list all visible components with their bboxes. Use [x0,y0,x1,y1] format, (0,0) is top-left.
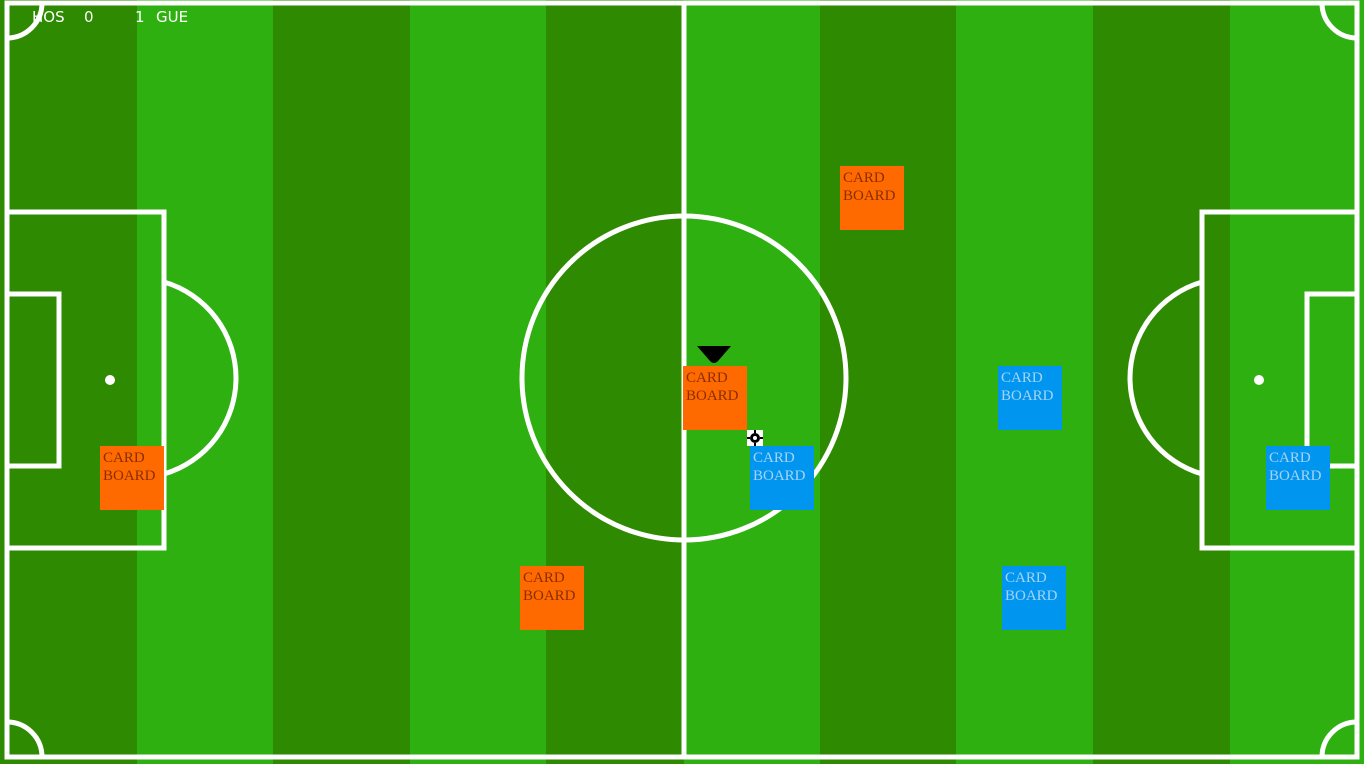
grass-stripe [273,0,410,764]
guest-player-card[interactable]: CARD BOARD [750,446,814,510]
right-goal-area [1304,291,1360,469]
player-label-line1: CARD [1269,450,1311,466]
grass-stripe [1230,0,1364,764]
guest-player-card[interactable]: CARD BOARD [1002,566,1066,630]
grass-stripe [1093,0,1230,764]
player-label-line1: CARD [1005,570,1047,586]
guest-player-card[interactable]: CARD BOARD [998,366,1062,430]
player-label-line1: CARD [843,170,885,186]
player-label-line1: CARD [1001,370,1043,386]
player-label-line2: BOARD [103,468,156,484]
player-label-line1: CARD [686,370,728,386]
down-triangle-icon [697,346,731,363]
player-label-line2: BOARD [686,388,739,404]
grass-stripe [410,0,546,764]
guest-team-label: GUE [156,8,189,26]
player-label-line1: CARD [523,570,565,586]
player-label-line2: BOARD [843,188,896,204]
corner-arc-bottom-right [1319,719,1358,758]
player-label-line1: CARD [753,450,795,466]
player-label-line2: BOARD [523,588,576,604]
grass-stripe [0,0,137,764]
grass-stripe [137,0,273,764]
player-label-line2: BOARD [1005,588,1058,604]
right-penalty-spot [1254,375,1264,385]
pitch-markings [4,0,1360,760]
left-goal-area [4,291,62,469]
player-label-line2: BOARD [1269,468,1322,484]
player-label-line2: BOARD [1001,388,1054,404]
home-player-card[interactable]: CARD BOARD [100,446,164,510]
center-circle [519,213,849,543]
grass-stripe [820,0,956,764]
player-label-line1: CARD [103,450,145,466]
left-penalty-arc [163,279,239,477]
player-label-line2: BOARD [753,468,806,484]
right-penalty-arc [1127,279,1203,477]
home-team-label: HOS [32,8,65,26]
corner-arc-top-left [6,2,45,41]
home-player-card-active[interactable]: CARD BOARD [683,366,747,430]
soccer-ball-icon[interactable] [747,430,763,446]
corner-arc-bottom-left [6,719,45,758]
guest-player-card[interactable]: CARD BOARD [1266,446,1330,510]
home-player-card[interactable]: CARD BOARD [520,566,584,630]
guest-score: 1 [135,8,145,26]
grass-stripe [546,0,684,764]
corner-arc-top-right [1319,2,1358,41]
home-player-card[interactable]: CARD BOARD [840,166,904,230]
home-score: 0 [84,8,94,26]
left-penalty-spot [105,375,115,385]
